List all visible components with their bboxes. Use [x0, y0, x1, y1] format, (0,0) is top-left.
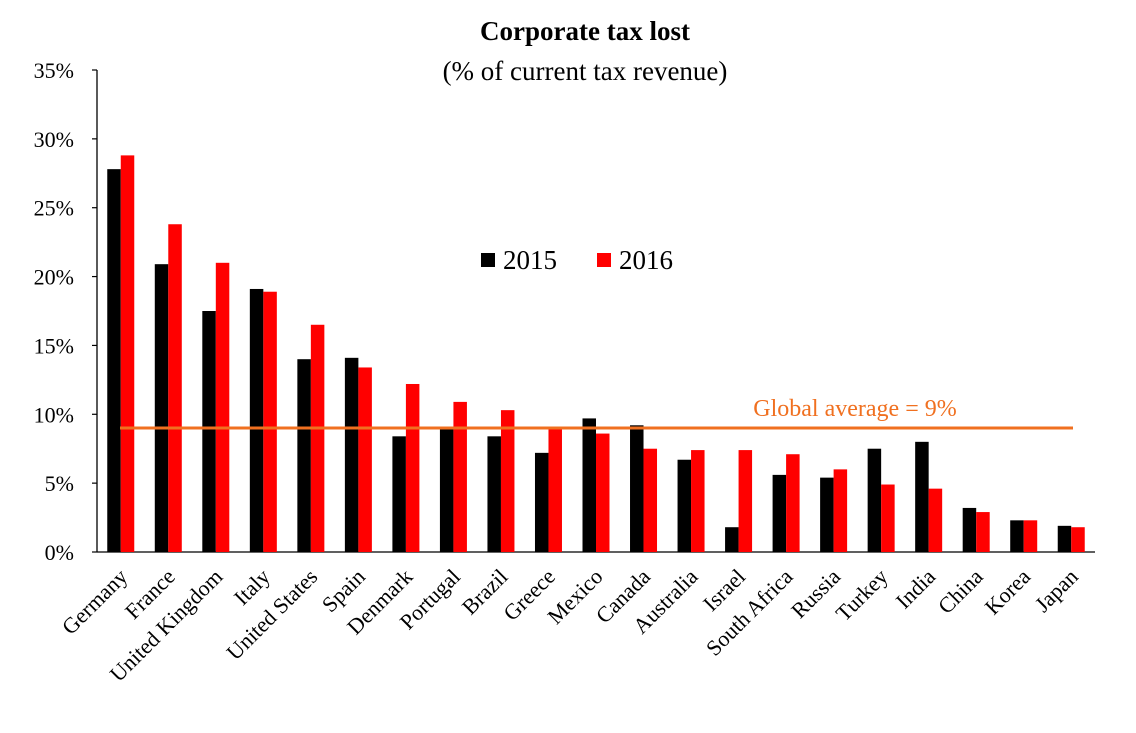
- chart-subtitle: (% of current tax revenue): [443, 56, 728, 86]
- bar-2016-portugal: [453, 401, 467, 552]
- chart-title: Corporate tax lost: [480, 16, 690, 46]
- y-tick-label: 30%: [34, 127, 74, 152]
- bar-2016-israel: [738, 450, 753, 552]
- bar-2015-mexico: [582, 418, 596, 552]
- bar-2016-australia: [691, 450, 705, 552]
- bar-2015-turkey: [867, 448, 882, 552]
- y-tick-label: 0%: [45, 540, 74, 565]
- x-tick-label: China: [933, 564, 988, 619]
- bar-2016-united-kingdom: [215, 262, 230, 552]
- legend-label-2016: 2016: [619, 245, 673, 275]
- x-tick-label: Germany: [57, 564, 133, 640]
- bar-2016-united-states: [310, 324, 325, 552]
- reference-line-group: Global average = 9%: [120, 396, 1073, 430]
- y-tick-label: 20%: [34, 265, 74, 290]
- bar-2015-united-states: [297, 359, 311, 552]
- bar-2016-germany: [120, 155, 135, 552]
- bar-2016-russia: [833, 469, 848, 552]
- bar-2015-china: [962, 507, 977, 552]
- y-tick-label: 15%: [34, 333, 74, 358]
- legend: 2015 2016: [481, 245, 673, 275]
- legend-swatch-2015: [481, 253, 495, 267]
- bar-2016-brazil: [500, 410, 515, 552]
- bar-2016-china: [976, 512, 990, 552]
- bar-2016-japan: [1071, 527, 1085, 552]
- bar-2015-spain: [344, 357, 359, 552]
- y-tick-label: 35%: [34, 58, 74, 83]
- bar-2015-russia: [820, 477, 834, 552]
- y-tick-label: 5%: [45, 471, 74, 496]
- bar-2016-south-africa: [786, 454, 800, 552]
- bar-2015-australia: [677, 459, 692, 552]
- bar-2015-united-kingdom: [202, 311, 216, 552]
- legend-label-2015: 2015: [503, 245, 557, 275]
- bar-2016-india: [928, 488, 943, 552]
- bar-2016-denmark: [405, 383, 420, 552]
- bar-2015-brazil: [487, 436, 501, 552]
- bar-2015-canada: [630, 425, 644, 552]
- bar-2015-israel: [725, 527, 739, 552]
- global-average-label: Global average = 9%: [753, 396, 956, 422]
- bar-2015-japan: [1057, 525, 1072, 552]
- x-tick-label: Turkey: [831, 564, 893, 626]
- bar-2016-canada: [643, 448, 658, 552]
- bar-2016-italy: [263, 291, 277, 552]
- bar-2015-france: [154, 264, 169, 552]
- bar-2015-portugal: [439, 429, 454, 552]
- bars: [107, 155, 1085, 553]
- bar-2015-denmark: [392, 436, 406, 552]
- bar-2015-korea: [1010, 520, 1024, 552]
- x-tick-label: India: [891, 564, 941, 614]
- x-tick-label: Korea: [980, 564, 1036, 620]
- bar-2015-greece: [534, 452, 549, 552]
- bar-2016-turkey: [881, 484, 895, 552]
- bar-2016-korea: [1023, 520, 1038, 552]
- bar-2015-germany: [107, 169, 121, 552]
- y-tick-label: 10%: [34, 402, 74, 427]
- bar-2015-india: [915, 441, 929, 552]
- bar-2015-italy: [249, 288, 264, 552]
- x-tick-label: Japan: [1030, 564, 1083, 617]
- legend-swatch-2016: [597, 253, 611, 267]
- bar-2016-france: [168, 224, 182, 553]
- bar-2015-south-africa: [772, 474, 787, 552]
- bar-2016-spain: [358, 367, 372, 552]
- bar-2016-mexico: [596, 433, 610, 552]
- axes: 0% 5% 10% 15% 20% 25% 30% 35%: [34, 58, 1095, 565]
- y-tick-label: 25%: [34, 196, 74, 221]
- bar-2016-greece: [548, 428, 562, 552]
